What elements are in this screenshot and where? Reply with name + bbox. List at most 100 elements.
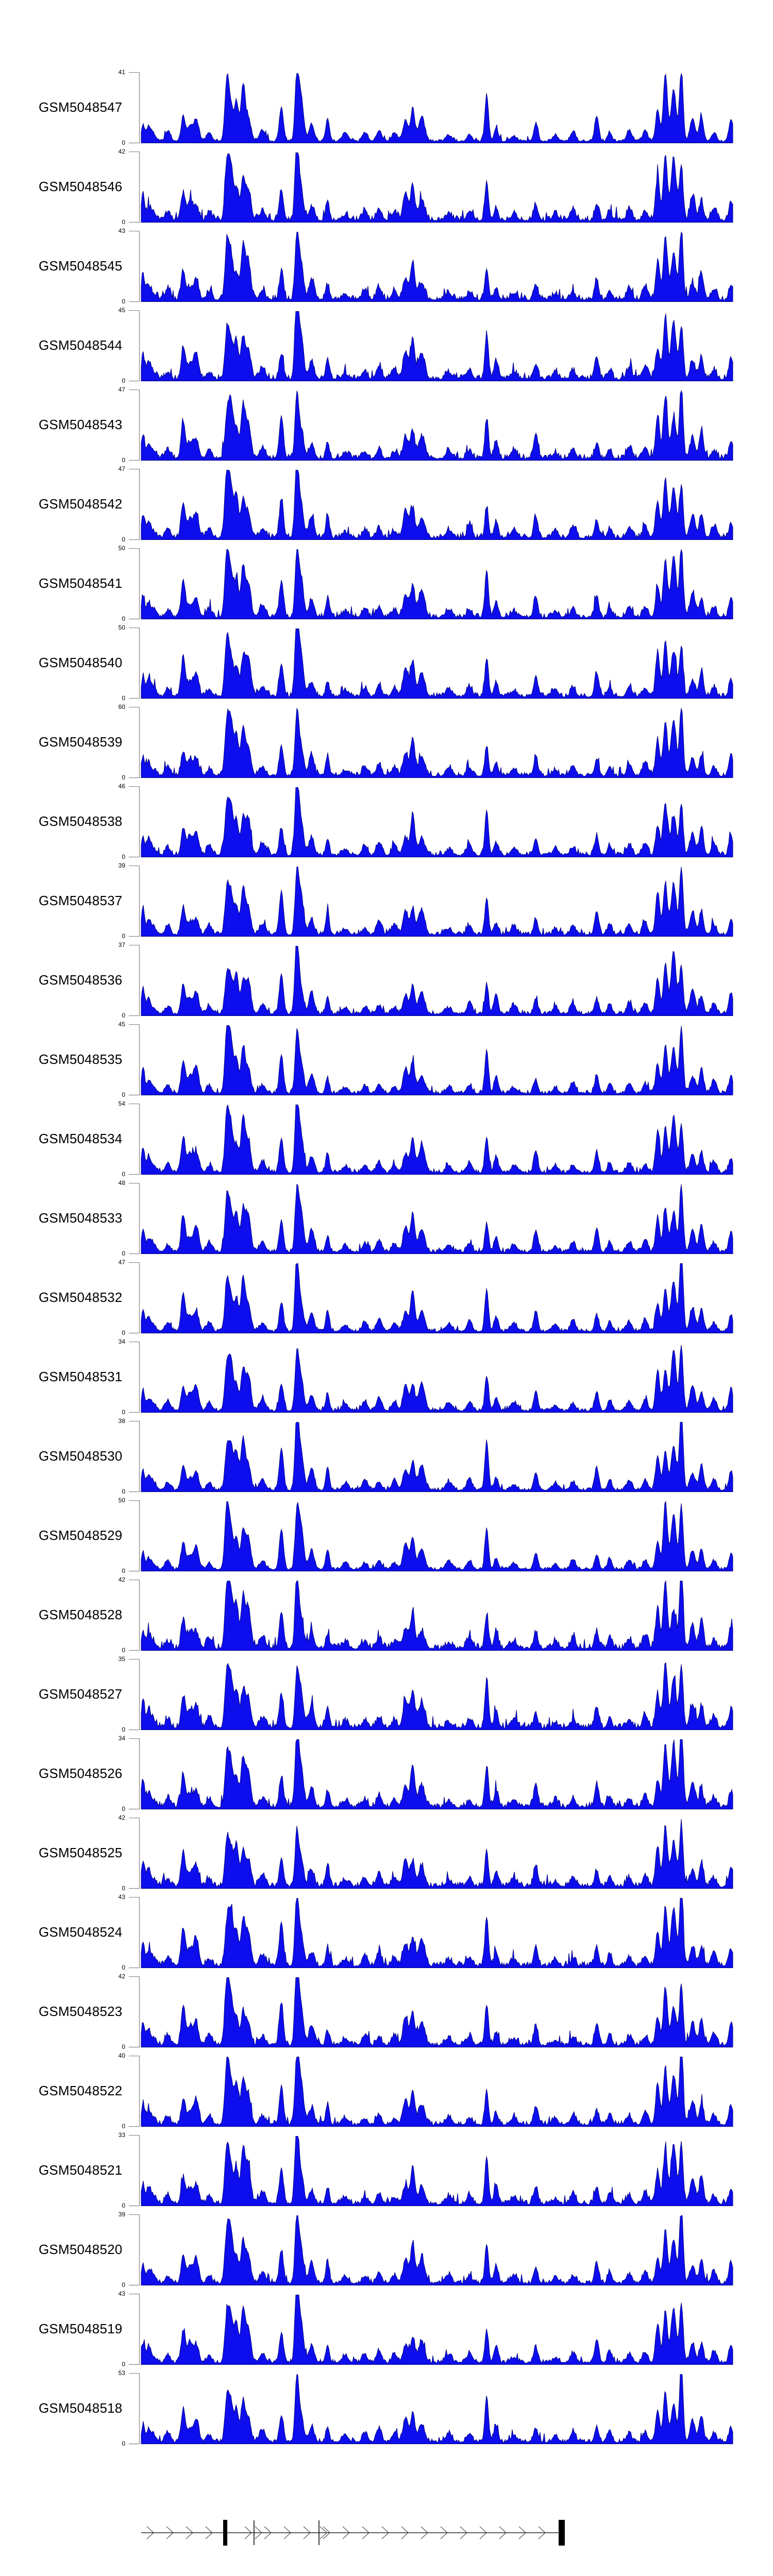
signal-area (141, 1739, 733, 1809)
coverage-signal (129, 945, 733, 1016)
sample-label: GSM5048535 (39, 1052, 123, 1067)
track-ymin-label: 0 (122, 218, 125, 226)
track-ymin-label: 0 (122, 377, 125, 384)
strand-arrow-icon (186, 2526, 193, 2539)
strand-arrow-icon (244, 2526, 252, 2539)
signal-area (141, 1501, 733, 1571)
y-axis (129, 151, 140, 223)
coverage-track: GSM5048538 46 0 (0, 781, 773, 860)
sample-label: GSM5048541 (39, 575, 123, 591)
signal-area (141, 1345, 733, 1413)
strand-arrow-icon (362, 2526, 369, 2539)
coverage-signal (129, 1342, 733, 1413)
coverage-signal (129, 548, 733, 620)
track-ymin-label: 0 (122, 1885, 125, 1892)
sample-label: GSM5048526 (39, 1766, 123, 1781)
sample-label: GSM5048534 (39, 1131, 123, 1146)
coverage-track: GSM5048530 38 0 (0, 1416, 773, 1495)
track-ymax-label: 50 (118, 545, 125, 552)
sample-label: GSM5048518 (39, 2400, 123, 2416)
signal-area (141, 946, 733, 1016)
track-ymax-label: 53 (118, 2369, 125, 2377)
signal-area (141, 1025, 733, 1095)
gene-model-track (141, 2520, 565, 2546)
y-axis (129, 945, 140, 1016)
y-axis (129, 72, 140, 144)
strand-arrow-icon (166, 2526, 174, 2539)
track-ymax-label: 50 (118, 1497, 125, 1504)
y-axis (129, 2373, 140, 2445)
sample-label: GSM5048532 (39, 1290, 123, 1305)
exon-box (223, 2520, 228, 2546)
coverage-track: GSM5048535 45 0 (0, 1019, 773, 1098)
coverage-signal (129, 1024, 733, 1096)
coverage-signal (129, 72, 733, 144)
coverage-signal (129, 2373, 733, 2445)
strand-arrow-icon (499, 2526, 507, 2539)
signal-area (141, 708, 733, 778)
coverage-track: GSM5048542 47 0 (0, 464, 773, 543)
exon-box (558, 2520, 565, 2546)
coverage-track: GSM5048533 48 0 (0, 1178, 773, 1257)
coverage-signal (129, 151, 733, 223)
coverage-signal (129, 786, 733, 858)
track-ymin-label: 0 (122, 694, 125, 702)
sample-label: GSM5048545 (39, 258, 123, 274)
track-ymin-label: 0 (122, 2043, 125, 2050)
y-axis (129, 707, 140, 778)
track-ymin-label: 0 (122, 1171, 125, 1178)
coverage-signal (129, 2294, 733, 2365)
track-ymin-label: 0 (122, 139, 125, 146)
y-axis (129, 1342, 140, 1413)
coverage-signal (129, 389, 733, 461)
track-ymax-label: 50 (118, 624, 125, 631)
sample-label: GSM5048522 (39, 2083, 123, 2098)
sample-label: GSM5048523 (39, 2004, 123, 2019)
strand-arrow-icon (518, 2526, 526, 2539)
track-ymax-label: 43 (118, 2290, 125, 2297)
track-ymin-label: 0 (122, 2281, 125, 2289)
track-ymax-label: 39 (118, 2211, 125, 2218)
sample-label: GSM5048544 (39, 337, 123, 353)
sample-label: GSM5048540 (39, 655, 123, 670)
sample-label: GSM5048543 (39, 417, 123, 432)
coverage-track: GSM5048541 50 0 (0, 543, 773, 622)
track-ymin-label: 0 (122, 1091, 125, 1098)
coverage-signal (129, 469, 733, 540)
coverage-signal (129, 2135, 733, 2207)
y-axis (129, 548, 140, 620)
coverage-signal (129, 1580, 733, 1651)
track-ymin-label: 0 (122, 456, 125, 464)
track-ymin-label: 0 (122, 853, 125, 860)
track-ymax-label: 43 (118, 1893, 125, 1901)
coverage-track: GSM5048543 47 0 (0, 384, 773, 464)
strand-arrow-icon (255, 2526, 262, 2539)
track-ymax-label: 40 (118, 2052, 125, 2059)
signal-area (141, 2215, 733, 2285)
y-axis (129, 389, 140, 461)
track-ymin-label: 0 (122, 298, 125, 305)
strand-arrow-icon (421, 2526, 428, 2539)
coverage-track: GSM5048520 39 0 (0, 2209, 773, 2289)
y-axis (129, 231, 140, 302)
sample-label: GSM5048521 (39, 2162, 123, 2178)
sample-label: GSM5048531 (39, 1369, 123, 1384)
coverage-track: GSM5048536 37 0 (0, 940, 773, 1019)
track-ymax-label: 47 (118, 465, 125, 472)
y-axis (129, 1659, 140, 1731)
y-axis (129, 2135, 140, 2207)
sample-label: GSM5048542 (39, 496, 123, 512)
coverage-signal (129, 1104, 733, 1175)
y-axis (129, 628, 140, 699)
y-axis (129, 310, 140, 382)
signal-area (141, 867, 733, 937)
exon-boundary-line (254, 2520, 255, 2545)
sample-label: GSM5048533 (39, 1210, 123, 1226)
track-ymin-label: 0 (122, 1964, 125, 1971)
signal-area (141, 787, 733, 857)
track-ymax-label: 48 (118, 1179, 125, 1187)
signal-area (141, 2057, 733, 2127)
track-ymax-label: 45 (118, 1021, 125, 1028)
signal-area (141, 2295, 733, 2365)
y-axis (129, 2214, 140, 2286)
